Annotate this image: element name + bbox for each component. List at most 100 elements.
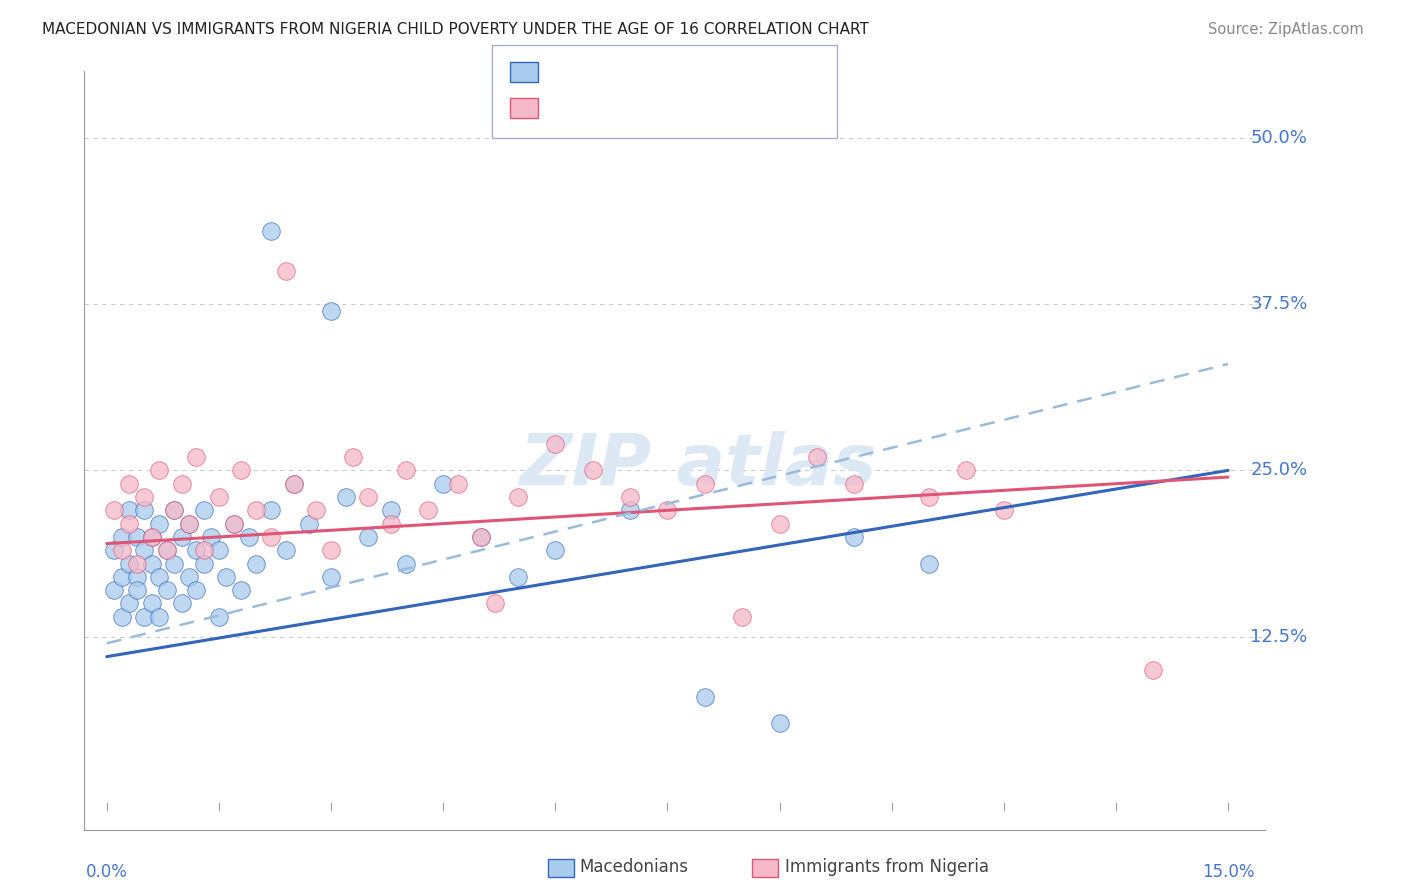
Point [447, 476, 470, 491]
Point [141, 557, 163, 571]
Point [380, 516, 402, 531]
Point [155, 583, 177, 598]
Text: 0.181: 0.181 [595, 62, 657, 81]
Point [118, 476, 141, 491]
Point [193, 503, 215, 517]
Point [222, 516, 245, 531]
Point [118, 516, 141, 531]
Point [193, 543, 215, 558]
Point [276, 264, 298, 278]
Point [155, 543, 177, 558]
Point [276, 543, 298, 558]
Point [693, 476, 716, 491]
Point [103, 503, 125, 517]
Point [806, 450, 828, 464]
Point [260, 503, 283, 517]
Point [134, 490, 156, 504]
Point [193, 557, 215, 571]
Text: R =: R = [548, 62, 588, 80]
Point [170, 530, 193, 544]
Point [918, 557, 941, 571]
Point [470, 530, 492, 544]
Point [125, 583, 148, 598]
Text: 60: 60 [710, 62, 737, 81]
Text: 50.0%: 50.0% [1250, 128, 1308, 147]
Point [283, 476, 305, 491]
Point [208, 609, 231, 624]
Text: N =: N = [665, 98, 704, 116]
Point [619, 503, 641, 517]
Point [103, 583, 125, 598]
Point [231, 463, 253, 477]
Point [484, 596, 506, 610]
Text: 0.108: 0.108 [595, 97, 657, 117]
Point [844, 476, 866, 491]
Point [118, 557, 141, 571]
Text: 12.5%: 12.5% [1250, 628, 1308, 646]
Point [418, 503, 440, 517]
Point [163, 503, 186, 517]
Point [319, 543, 342, 558]
Point [305, 503, 328, 517]
Text: N =: N = [665, 62, 704, 80]
Point [283, 476, 305, 491]
Point [335, 490, 357, 504]
Point [148, 609, 170, 624]
Point [619, 490, 641, 504]
Point [1142, 663, 1164, 677]
Point [768, 516, 790, 531]
Point [134, 543, 156, 558]
Point [111, 609, 134, 624]
Text: 37.5%: 37.5% [1250, 295, 1308, 313]
Text: Immigrants from Nigeria: Immigrants from Nigeria [785, 858, 988, 876]
Point [357, 530, 380, 544]
Text: 45: 45 [710, 97, 737, 117]
Point [693, 690, 716, 704]
Point [200, 530, 222, 544]
Point [170, 476, 193, 491]
Point [544, 543, 567, 558]
Text: 0.0%: 0.0% [86, 863, 128, 880]
Point [768, 716, 790, 731]
Point [245, 503, 267, 517]
Point [170, 596, 193, 610]
Point [163, 503, 186, 517]
Point [506, 490, 529, 504]
Point [222, 516, 245, 531]
Point [111, 570, 134, 584]
Point [731, 609, 754, 624]
Point [260, 224, 283, 238]
Point [297, 516, 319, 531]
Point [134, 609, 156, 624]
Point [186, 583, 208, 598]
Point [125, 570, 148, 584]
Point [993, 503, 1015, 517]
Text: 15.0%: 15.0% [1202, 863, 1254, 880]
Point [231, 583, 253, 598]
Point [177, 570, 200, 584]
Point [208, 543, 231, 558]
Point [177, 516, 200, 531]
Text: MACEDONIAN VS IMMIGRANTS FROM NIGERIA CHILD POVERTY UNDER THE AGE OF 16 CORRELAT: MACEDONIAN VS IMMIGRANTS FROM NIGERIA CH… [42, 22, 869, 37]
Point [395, 463, 418, 477]
Point [319, 570, 342, 584]
Text: ZIP atlas: ZIP atlas [520, 431, 877, 500]
Point [148, 463, 170, 477]
Point [118, 596, 141, 610]
Point [111, 543, 134, 558]
Point [357, 490, 380, 504]
Point [125, 557, 148, 571]
Point [177, 516, 200, 531]
Point [125, 530, 148, 544]
Point [395, 557, 418, 571]
Point [544, 437, 567, 451]
Point [506, 570, 529, 584]
Point [148, 516, 170, 531]
Point [380, 503, 402, 517]
Point [141, 596, 163, 610]
Point [918, 490, 941, 504]
Point [118, 503, 141, 517]
Point [260, 530, 283, 544]
Point [208, 490, 231, 504]
Point [141, 530, 163, 544]
